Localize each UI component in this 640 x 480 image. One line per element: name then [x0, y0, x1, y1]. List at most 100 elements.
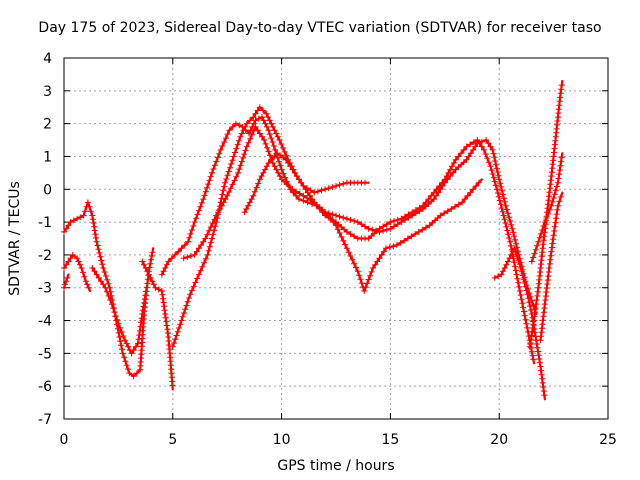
data-point — [246, 120, 257, 137]
data-point — [165, 255, 175, 265]
x-tick-label: 5 — [168, 432, 177, 448]
data-point — [165, 334, 176, 389]
data-point — [139, 258, 151, 275]
data-point — [106, 284, 119, 320]
data-point — [524, 291, 534, 313]
data-point — [222, 157, 236, 186]
data-point — [224, 173, 240, 199]
data-point — [121, 337, 133, 354]
data-point — [84, 199, 94, 215]
y-tick-label: 0 — [43, 182, 52, 198]
data-point — [269, 160, 283, 180]
y-tick-label: -4 — [38, 314, 52, 330]
data-point — [65, 255, 74, 265]
data-point — [187, 275, 201, 298]
data-point — [498, 261, 510, 278]
data-point — [232, 120, 243, 129]
data-point — [398, 214, 412, 226]
data-point — [437, 208, 451, 219]
data-point — [283, 156, 296, 173]
data-point — [128, 343, 139, 357]
data-point — [398, 211, 412, 222]
data-point — [491, 273, 502, 281]
data-point — [278, 176, 293, 190]
plot-frame — [63, 57, 609, 420]
y-axis-label: SDTVAR / TECUs — [7, 181, 23, 296]
data-point — [302, 186, 316, 203]
x-tick-label: 10 — [273, 432, 291, 448]
data-point — [430, 179, 446, 196]
data-point — [250, 180, 262, 199]
data-point — [528, 242, 541, 265]
data-point — [365, 225, 379, 234]
data-point — [404, 231, 419, 242]
data-point — [263, 110, 275, 127]
data-point — [126, 370, 133, 377]
data-point — [61, 261, 70, 271]
data-point — [130, 370, 140, 380]
data-point — [452, 159, 467, 173]
data-point — [89, 265, 100, 278]
y-tick-label: 4 — [43, 51, 52, 67]
y-tick-label: -2 — [38, 248, 52, 264]
y-tick-label: 3 — [43, 84, 52, 100]
data-point — [180, 253, 194, 262]
data-point — [537, 305, 548, 344]
data-point — [370, 248, 387, 271]
data-point — [333, 212, 347, 221]
series-line — [182, 125, 483, 293]
data-point — [276, 137, 290, 159]
data-point — [100, 265, 112, 287]
data-point — [470, 179, 482, 193]
data-series — [241, 150, 370, 216]
data-point — [343, 245, 359, 271]
data-point — [426, 215, 441, 229]
data-point — [296, 196, 307, 204]
data-point — [452, 146, 467, 163]
data-point — [546, 236, 557, 271]
data-point — [463, 143, 479, 163]
data-point — [217, 131, 231, 153]
data-point — [531, 288, 541, 324]
data-point — [250, 107, 261, 121]
data-point — [550, 206, 561, 239]
data-point — [93, 238, 106, 268]
data-series — [491, 245, 548, 401]
y-tick-label: -5 — [38, 346, 52, 362]
data-point — [311, 199, 326, 213]
x-tick-label: 25 — [599, 432, 617, 448]
data-point — [494, 186, 506, 215]
data-point — [333, 180, 347, 189]
data-point — [383, 243, 397, 252]
data-point — [269, 123, 281, 140]
data-point — [185, 223, 197, 245]
data-point — [518, 265, 530, 294]
data-point — [489, 146, 502, 179]
data-point — [137, 308, 148, 373]
data-point — [256, 104, 267, 114]
data-point — [74, 255, 83, 268]
data-series — [526, 79, 565, 350]
y-tick-label: -7 — [38, 412, 52, 428]
data-point — [533, 337, 543, 366]
data-point — [387, 221, 401, 232]
data-point — [158, 288, 171, 337]
data-point — [509, 225, 521, 255]
data-point — [61, 281, 69, 291]
data-point — [237, 123, 249, 140]
data-point — [393, 237, 408, 249]
data-point — [204, 223, 219, 258]
data-point — [541, 206, 553, 226]
data-point — [200, 173, 214, 203]
data-point — [191, 238, 207, 258]
data-point — [354, 235, 368, 242]
data-point — [496, 176, 508, 205]
data-point — [520, 304, 532, 340]
data-series — [180, 123, 483, 294]
data-point — [409, 204, 423, 216]
data-point — [311, 187, 325, 196]
data-point — [430, 183, 446, 203]
data-point — [365, 228, 380, 242]
data-point — [441, 160, 457, 183]
